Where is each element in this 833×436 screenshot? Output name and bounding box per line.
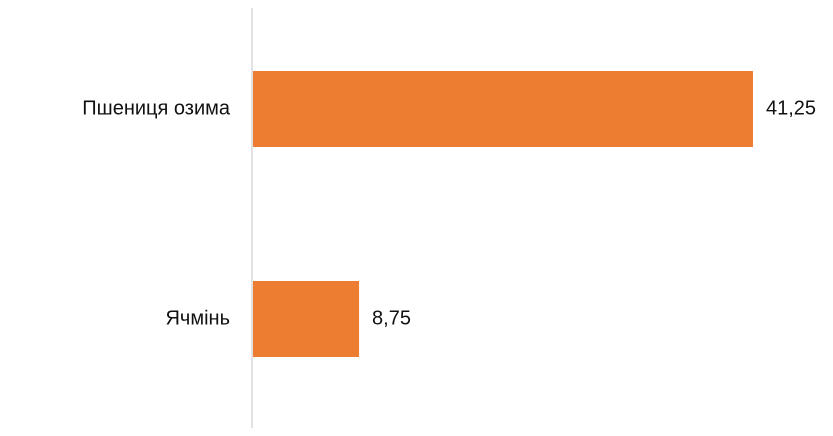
bar-1 [253, 281, 360, 357]
category-label-1: Ячмінь [165, 307, 230, 329]
bars-layer [253, 71, 753, 357]
category-label-0: Пшениця озима [82, 97, 231, 119]
data-label-0: 41,25 [766, 97, 816, 119]
bar-0 [253, 71, 753, 147]
data-label-1: 8,75 [372, 307, 411, 329]
labels-layer: Пшениця озима 41,25 Ячмінь 8,75 [82, 97, 816, 329]
